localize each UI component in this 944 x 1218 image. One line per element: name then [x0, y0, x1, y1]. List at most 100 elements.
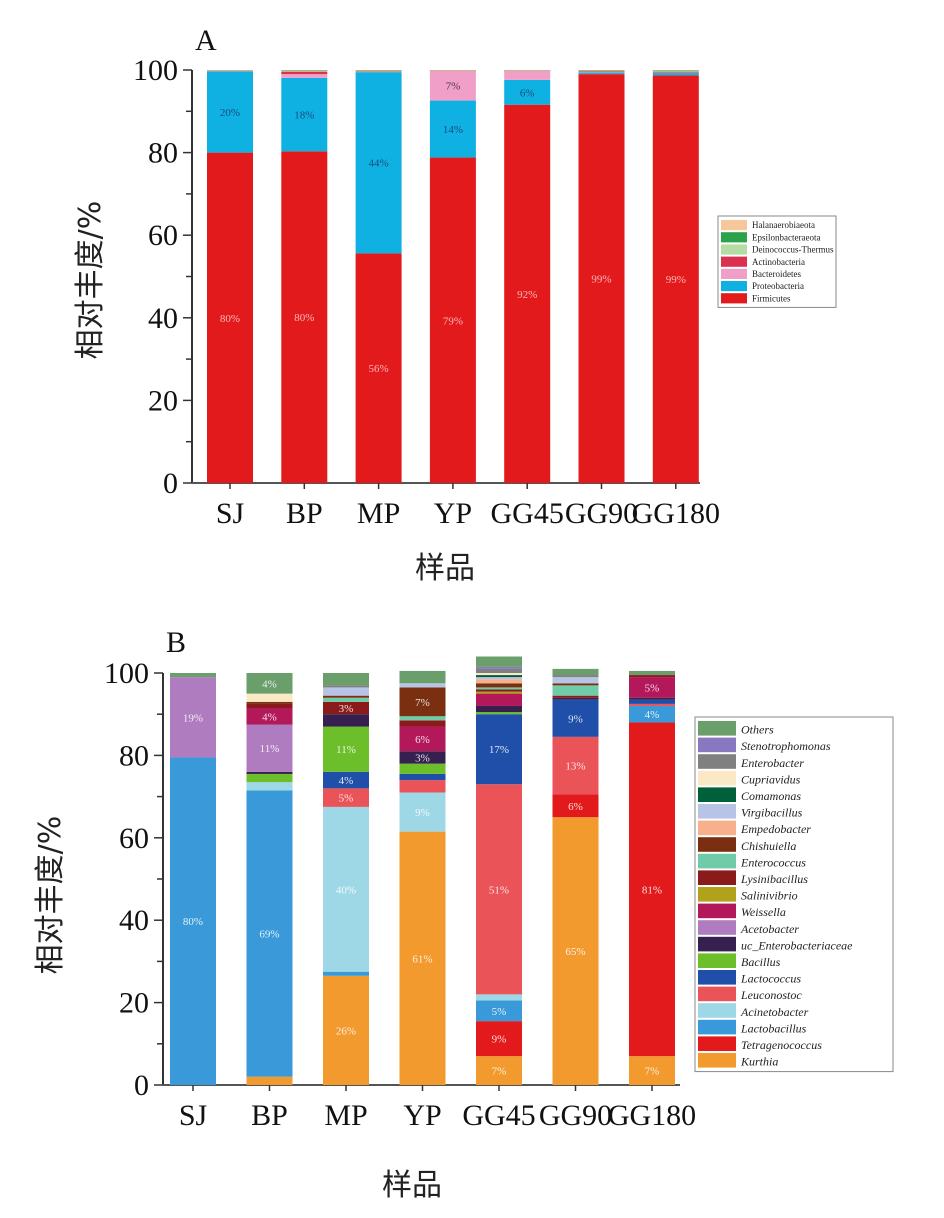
bar-segment-others — [399, 670, 446, 684]
y-tick-label: 0 — [163, 467, 178, 500]
bar-segment-epsilonbacteraeota — [281, 70, 328, 72]
x-tick-label: GG90 — [565, 497, 638, 530]
data-label: 56% — [369, 363, 389, 375]
data-label: 65% — [565, 946, 585, 958]
stacked-bar-gg180: 7% 81% 4% 5% — [629, 670, 675, 1085]
stacked-bar-gg90: 99% — [578, 70, 625, 483]
data-label: 20% — [220, 107, 240, 119]
bar-segment-deinococcus-thermus — [578, 70, 625, 72]
bar-segment-empedobacter — [476, 679, 522, 684]
bar-segment-uc-enterobacteriaceae — [629, 697, 675, 700]
legend-label-virgibacillus: Virgibacillus — [741, 806, 803, 820]
data-label: 40% — [336, 884, 356, 896]
data-label: 3% — [415, 752, 430, 764]
legend-label-kurthia: Kurthia — [740, 1055, 778, 1069]
bar-segment-firmicutes — [429, 157, 476, 483]
bar-segment-weissella — [246, 708, 293, 725]
legend-label-lactobacillus: Lactobacillus — [740, 1021, 807, 1035]
bar-segment-enterobacter — [552, 675, 599, 678]
chart-b-y-axis-title: 相对丰度/% — [33, 816, 68, 975]
stacked-bar-gg45: 92% 6% — [504, 70, 551, 483]
bar-segment-halanaerobiaeota — [429, 70, 476, 71]
x-tick-label: MP — [324, 1099, 367, 1132]
bar-segment-enterococcus — [552, 685, 599, 696]
data-label: 44% — [369, 158, 389, 170]
bar-segment-cupriavidus — [476, 673, 522, 676]
legend-label-acetobacter: Acetobacter — [740, 922, 799, 936]
data-label: 7% — [492, 1066, 507, 1078]
bar-segment-halanaerobiaeota — [355, 70, 402, 71]
bar-segment-epsilonbacteraeota — [578, 70, 625, 72]
chart-b-x-axis-title: 样品 — [382, 1168, 442, 1203]
bar-segment-firmicutes — [355, 253, 402, 483]
legend-label-tetragenococcus: Tetragenococcus — [741, 1038, 822, 1052]
stacked-bar-gg180: 99% — [652, 70, 699, 483]
legend-swatch-chishuiella — [698, 837, 736, 852]
bar-segment-bacillus — [399, 763, 446, 774]
bar-segment-leuconostoc — [323, 788, 369, 807]
y-tick-label: 40 — [148, 302, 178, 335]
legend-label-lysinibacillus: Lysinibacillus — [740, 872, 808, 886]
x-tick-label: GG90 — [539, 1099, 612, 1132]
y-tick-label: 100 — [104, 657, 149, 690]
bar-segment-virgibacillus — [399, 683, 446, 688]
data-label: 92% — [517, 289, 537, 301]
stacked-bar-yp: 79% 14% 7% — [429, 70, 476, 483]
legend-label-stenotrophomonas: Stenotrophomonas — [741, 739, 831, 753]
data-label: 79% — [443, 315, 463, 327]
legend-swatch-halanaerobiaeota — [721, 220, 747, 231]
bar-segment-lactobacillus — [629, 705, 675, 723]
bar-segment-uc-enterobacteriaceae — [399, 751, 446, 764]
bar-segment-lactococcus — [629, 699, 675, 704]
bar-segment-kurthia — [552, 817, 599, 1085]
legend-label-chishuiella: Chishuiella — [741, 839, 796, 853]
bar-segment-acetobacter — [170, 677, 216, 758]
bar-segment-lysinibacillus — [323, 701, 369, 715]
stacked-bar-bp: 80% 18% — [281, 70, 328, 483]
data-label: 7% — [645, 1066, 660, 1078]
bar-segment-actinobacteria — [652, 71, 699, 73]
data-label: 4% — [262, 678, 277, 690]
data-label: 99% — [666, 274, 686, 286]
stacked-bar-gg45: 7% 9% 5% 51% 17% — [476, 656, 522, 1085]
bar-segment-firmicutes — [578, 74, 625, 483]
bar-segment-lactobacillus — [476, 1000, 522, 1022]
bar-segment-enterobacter — [323, 685, 369, 688]
legend-label-acinetobacter: Acinetobacter — [740, 1005, 809, 1019]
legend-swatch-lactococcus — [698, 970, 736, 985]
bar-segment-others — [476, 656, 522, 667]
bar-segment-enterococcus — [323, 697, 369, 702]
bar-segment-lysinibacillus — [476, 689, 522, 692]
legend-label-comamonas: Comamonas — [741, 789, 801, 803]
bar-segment-cupriavidus — [246, 693, 293, 702]
chart-b-svg: B 相对丰度/% 样品 0 20 40 60 80 100 80% 19% SJ 69% 11% 4%… — [33, 626, 894, 1203]
legend-label-epsilonbacteraeota: Epsilonbacteraeota — [752, 232, 820, 242]
data-label: 14% — [443, 124, 463, 136]
bar-segment-halanaerobiaeota — [281, 70, 328, 71]
x-tick-label: GG45 — [491, 497, 564, 530]
legend-label-deinococcus-thermus: Deinococcus-Thermus — [752, 245, 834, 255]
bar-segment-acinetobacter — [476, 994, 522, 1001]
data-label: 26% — [336, 1025, 356, 1037]
y-tick-label: 0 — [134, 1069, 149, 1102]
stacked-bar-sj: 80% 20% — [207, 70, 253, 483]
bar-segment-uc-enterobacteriaceae — [246, 771, 293, 774]
bar-segment-uc-enterobacteriaceae — [323, 714, 369, 727]
x-tick-label: SJ — [179, 1099, 208, 1132]
bar-segment-deinococcus-thermus — [281, 70, 328, 72]
data-label: 7% — [415, 697, 430, 709]
legend-swatch-others — [698, 721, 736, 736]
x-tick-label: BP — [286, 497, 323, 530]
bar-segment-tetragenococcus — [629, 722, 675, 1057]
bar-segment-halanaerobiaeota — [207, 70, 253, 71]
legend-swatch-tetragenococcus — [698, 1036, 736, 1051]
data-label: 7% — [446, 81, 461, 93]
bar-segment-weissella — [399, 726, 446, 752]
bar-segment-proteobacteria — [652, 72, 699, 76]
legend-swatch-lactobacillus — [698, 1019, 736, 1035]
data-label: 6% — [568, 801, 583, 813]
bar-segment-others — [246, 673, 293, 694]
bar-segment-tetragenococcus — [476, 1021, 522, 1057]
legend-swatch-acetobacter — [698, 920, 736, 935]
panel-b-title: B — [166, 626, 186, 659]
